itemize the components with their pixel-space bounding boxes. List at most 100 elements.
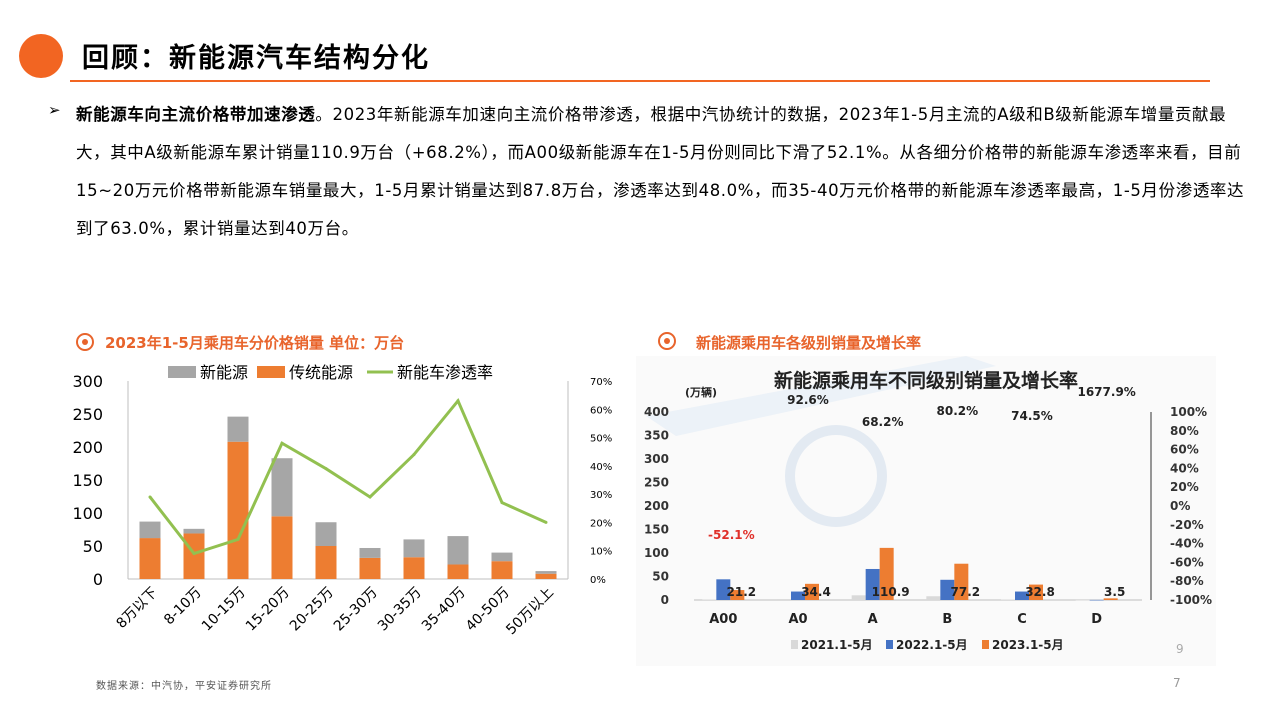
legend-label-penetration: 新能车渗透率 bbox=[397, 363, 493, 382]
x-tick-label: 20-25万 bbox=[287, 585, 337, 635]
y2-tick-label: 80% bbox=[1170, 424, 1199, 438]
bar-nev bbox=[535, 571, 557, 574]
bar-2021 bbox=[1001, 599, 1015, 601]
y2-tick-label: 50% bbox=[590, 434, 612, 445]
x-tick-label: C bbox=[1017, 612, 1027, 627]
legend-label: 2022.1-5月 bbox=[896, 638, 968, 652]
bar-2023 bbox=[1103, 598, 1118, 600]
inner-page-number: 9 bbox=[1176, 642, 1184, 656]
x-tick-label: B bbox=[942, 612, 952, 627]
legend-swatch bbox=[982, 640, 989, 649]
y2-tick-label: 100% bbox=[1170, 405, 1207, 419]
bar-2023 bbox=[805, 583, 819, 600]
x-tick-label: 8万以下 bbox=[114, 585, 161, 632]
y2-tick-label: 40% bbox=[1170, 461, 1199, 475]
bar-traditional bbox=[447, 564, 469, 579]
right-section-title: 新能源乘用车各级别销量及增长率 bbox=[696, 334, 922, 352]
growth-label: 74.5% bbox=[1011, 409, 1053, 423]
bar-nev bbox=[271, 458, 293, 517]
penetration-point bbox=[368, 495, 372, 499]
y2-tick-label: -80% bbox=[1170, 574, 1204, 588]
y-tick-label: 350 bbox=[644, 429, 669, 443]
y-tick-label: 300 bbox=[72, 372, 103, 391]
x-tick-label: 35-40万 bbox=[419, 585, 469, 635]
value-label: 32.8 bbox=[1025, 585, 1055, 599]
x-tick-label: 50万以上 bbox=[503, 585, 557, 639]
source-note: 数据来源：中汽协，平安证券研究所 bbox=[96, 681, 272, 692]
bar-traditional bbox=[271, 516, 293, 579]
bullet-icon: ➢ bbox=[48, 101, 61, 119]
y2-tick-label: -100% bbox=[1170, 593, 1212, 607]
watermark-logo bbox=[785, 425, 887, 527]
y-tick-label: 0 bbox=[93, 570, 103, 589]
bar-nev bbox=[491, 552, 513, 562]
bar-traditional bbox=[403, 557, 425, 579]
legend-swatch-nev bbox=[168, 366, 196, 378]
value-label: 34.4 bbox=[801, 585, 831, 599]
x-tick-label: 25-30万 bbox=[331, 585, 381, 635]
y2-tick-label: -40% bbox=[1170, 537, 1204, 551]
legend-label-nev: 新能源 bbox=[200, 363, 248, 382]
growth-label: 92.6% bbox=[787, 393, 829, 407]
bar-traditional bbox=[183, 533, 205, 579]
bar-2023 bbox=[730, 590, 745, 600]
x-tick-label: 10-15万 bbox=[199, 585, 249, 635]
y2-tick-label: 20% bbox=[1170, 480, 1199, 494]
bar-nev bbox=[359, 547, 381, 558]
bar-2023 bbox=[954, 563, 969, 600]
y2-tick-label: 10% bbox=[590, 547, 612, 558]
bar-nev bbox=[403, 539, 425, 558]
bar-2022 bbox=[791, 591, 805, 600]
x-tick-label: 15-20万 bbox=[243, 585, 293, 635]
y2-tick-label: 40% bbox=[590, 462, 612, 473]
growth-label: -52.1% bbox=[708, 528, 755, 542]
section-target-icon bbox=[658, 332, 676, 350]
bar-nev bbox=[315, 522, 337, 546]
bar-traditional bbox=[491, 561, 513, 579]
y-tick-label: 200 bbox=[644, 499, 669, 513]
page-title: 回顾：新能源汽车结构分化 bbox=[82, 43, 430, 74]
bar-nev bbox=[447, 536, 469, 565]
y-tick-label: 400 bbox=[644, 405, 669, 419]
penetration-point bbox=[236, 537, 240, 541]
value-label: 110.9 bbox=[872, 585, 910, 599]
growth-label: 80.2% bbox=[937, 404, 979, 418]
level-sales-chart: 新能源乘用车不同级别销量及增长率 (万辆) 0 50 100 150 200 250 300 35… bbox=[636, 356, 1216, 666]
penetration-point bbox=[456, 399, 460, 403]
body-paragraph: 新能源车向主流价格带加速渗透。2023年新能源车加速向主流价格带渗透，根据中汽协… bbox=[76, 96, 1246, 248]
page-number: 7 bbox=[1173, 676, 1181, 690]
penetration-point bbox=[544, 520, 548, 524]
bar-2021 bbox=[926, 596, 941, 600]
body-text: 。2023年新能源车加速向主流价格带渗透，根据中汽协统计的数据，2023年1-5… bbox=[76, 105, 1245, 238]
y-tick-label: 200 bbox=[72, 438, 103, 457]
y2-tick-label: -60% bbox=[1170, 555, 1204, 569]
bar-2021 bbox=[851, 595, 866, 600]
y-tick-label: 150 bbox=[644, 523, 669, 537]
y-tick-label: 250 bbox=[72, 405, 103, 424]
bar-2023 bbox=[879, 547, 894, 600]
penetration-point bbox=[412, 453, 416, 457]
y-tick-label: 300 bbox=[644, 452, 669, 466]
y-tick-label: 250 bbox=[644, 476, 669, 490]
y2-tick-label: 70% bbox=[590, 377, 612, 388]
y2-tick-label: -20% bbox=[1170, 518, 1204, 532]
bar-traditional bbox=[535, 573, 557, 579]
watermark-band bbox=[646, 356, 996, 436]
bar-traditional bbox=[139, 538, 161, 579]
bar-nev bbox=[139, 521, 161, 539]
y-tick-label: 50 bbox=[83, 537, 103, 556]
bar-2021 bbox=[702, 599, 717, 601]
y-tick-label: 150 bbox=[72, 471, 103, 490]
y2-tick-label: 20% bbox=[590, 518, 612, 529]
y-tick-label: 100 bbox=[644, 546, 669, 560]
bar-2023 bbox=[1029, 584, 1043, 600]
bar-2022 bbox=[716, 579, 731, 600]
legend-label: 2021.1-5月 bbox=[801, 638, 873, 652]
bar-2021 bbox=[1075, 599, 1090, 601]
legend-label-traditional: 传统能源 bbox=[289, 363, 353, 382]
legend-swatch-traditional bbox=[257, 366, 285, 378]
value-label: 77.2 bbox=[951, 585, 981, 599]
penetration-point bbox=[500, 501, 504, 505]
y2-tick-label: 60% bbox=[590, 405, 612, 416]
penetration-line bbox=[148, 397, 547, 556]
